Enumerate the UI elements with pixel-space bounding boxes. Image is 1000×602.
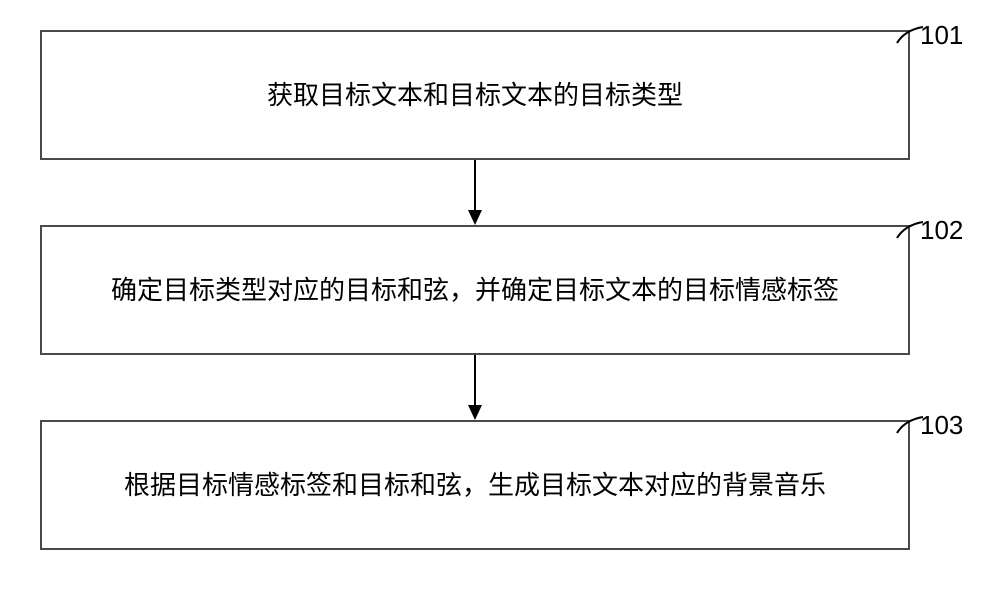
step-label-2: 102	[920, 215, 963, 246]
step-text-1: 获取目标文本和目标文本的目标类型	[267, 76, 683, 115]
step-box-3: 根据目标情感标签和目标和弦，生成目标文本对应的背景音乐	[40, 420, 910, 550]
arrow-2	[465, 355, 485, 420]
step-label-1: 101	[920, 20, 963, 51]
arrow-1	[465, 160, 485, 225]
step-label-3: 103	[920, 410, 963, 441]
step-box-1: 获取目标文本和目标文本的目标类型	[40, 30, 910, 160]
step-box-2: 确定目标类型对应的目标和弦，并确定目标文本的目标情感标签	[40, 225, 910, 355]
step-text-3: 根据目标情感标签和目标和弦，生成目标文本对应的背景音乐	[124, 466, 826, 505]
step-text-2: 确定目标类型对应的目标和弦，并确定目标文本的目标情感标签	[111, 271, 839, 310]
